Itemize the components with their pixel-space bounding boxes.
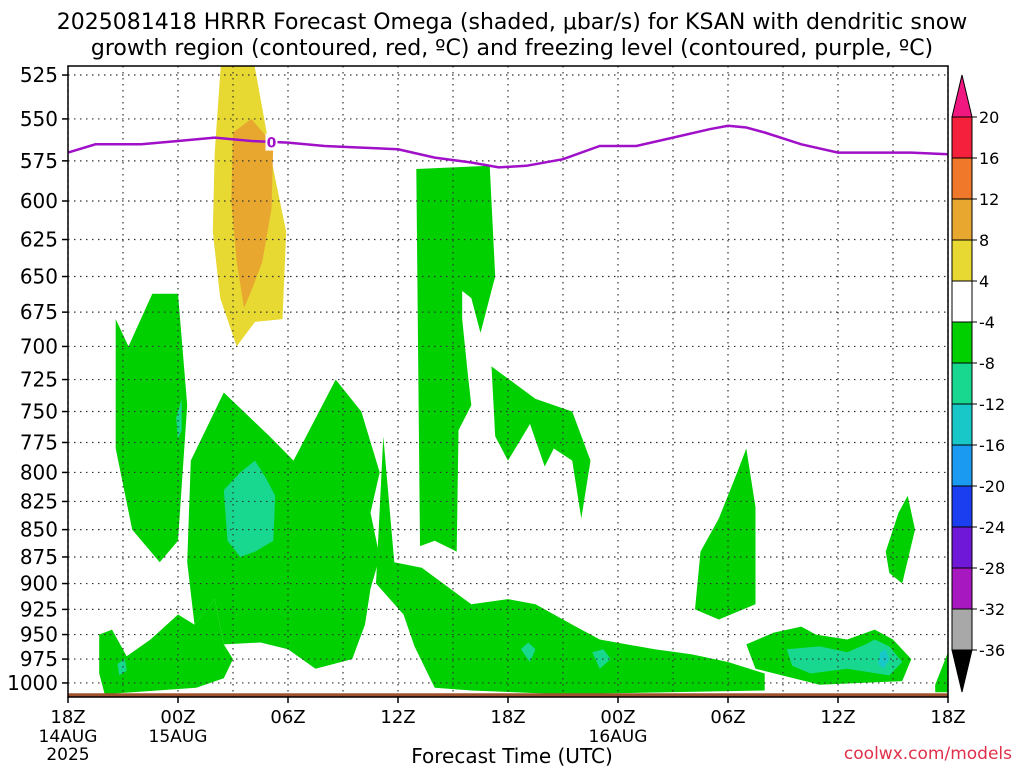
omega-region-13	[520, 642, 536, 662]
omega-region-16	[878, 649, 890, 669]
freezing-level-label: 0	[267, 136, 277, 152]
y-tick-label-975: 975	[20, 647, 58, 671]
y-tick-label-550: 550	[20, 107, 58, 131]
omega-region-9	[935, 652, 948, 693]
omega-region-3	[376, 436, 765, 695]
colorbar-bottom-arrow	[951, 649, 973, 693]
colorbar-top-arrow	[951, 74, 973, 118]
colorbar-label-8: -16	[979, 436, 1005, 455]
x-tick-label-0: 18Z	[50, 707, 85, 728]
y-tick-label-950: 950	[20, 623, 58, 647]
y-tick-label-700: 700	[20, 334, 58, 358]
x-tick-sublabel-30-0: 16AUG	[589, 727, 648, 747]
x-tick-label-18: 12Z	[380, 707, 415, 728]
y-tick-label-675: 675	[20, 300, 58, 324]
colorbar-swatch-1	[951, 157, 973, 200]
x-tick-label-36: 06Z	[710, 707, 745, 728]
colorbar-swatch-2	[951, 198, 973, 241]
y-tick-label-525: 525	[20, 63, 58, 87]
y-tick-label-575: 575	[20, 149, 58, 173]
y-tick-label-1000: 1000	[7, 671, 58, 695]
colorbar-label-10: -24	[979, 518, 1005, 537]
colorbar-swatch-6	[951, 362, 973, 405]
omega-region-18	[231, 118, 274, 308]
colorbar-swatch-12	[951, 608, 973, 651]
colorbar-swatch-0	[951, 116, 973, 159]
x-tick-label-6: 00Z	[160, 707, 195, 728]
omega-region-12	[117, 659, 127, 676]
omega-region-4	[416, 165, 496, 552]
colorbar-swatch-11	[951, 567, 973, 610]
omega-region-1	[187, 379, 380, 669]
colorbar-label-13: -36	[979, 641, 1005, 660]
x-tick-sublabel-6-0: 15AUG	[149, 727, 208, 747]
colorbar-label-12: -32	[979, 600, 1005, 619]
colorbar-swatch-5	[951, 321, 973, 364]
omega-region-11	[223, 460, 276, 557]
y-tick-label-650: 650	[20, 265, 58, 289]
y-tick-label-625: 625	[20, 228, 58, 252]
y-tick-label-850: 850	[20, 518, 58, 542]
credit-text: coolwx.com/models	[843, 744, 1012, 764]
grid-lines	[67, 66, 949, 697]
omega-region-6	[695, 448, 756, 620]
y-tick-label-775: 775	[20, 430, 58, 454]
y-tick-label-875: 875	[20, 545, 58, 569]
omega-region-15	[786, 639, 903, 676]
x-tick-sublabel-0-1: 2025	[46, 745, 89, 765]
x-tick-label-24: 18Z	[490, 707, 525, 728]
colorbar-label-3: 8	[979, 231, 989, 250]
colorbar-label-1: 16	[979, 149, 999, 168]
colorbar-label-0: 20	[979, 108, 999, 127]
colorbar-label-2: 12	[979, 190, 999, 209]
colorbar-swatch-4	[951, 280, 973, 323]
omega-region-5	[491, 366, 591, 519]
colorbar-label-5: -4	[979, 313, 995, 332]
colorbar-label-4: 4	[979, 272, 989, 291]
omega-region-8	[885, 495, 915, 584]
omega-region-2	[99, 599, 233, 695]
y-tick-label-825: 825	[20, 489, 58, 513]
colorbar-swatch-7	[951, 403, 973, 446]
y-tick-label-800: 800	[20, 460, 58, 484]
x-axis-title: Forecast Time (UTC)	[411, 744, 613, 768]
omega-region-0	[115, 293, 188, 563]
freezing-level-line	[67, 124, 949, 169]
colorbar-label-11: -28	[979, 559, 1005, 578]
colorbar-label-7: -12	[979, 395, 1005, 414]
y-tick-label-900: 900	[20, 572, 58, 596]
ground-surface	[68, 693, 948, 697]
colorbar-swatch-10	[951, 526, 973, 569]
omega-region-10	[176, 398, 182, 439]
colorbar-swatch-9	[951, 485, 973, 528]
freezing-label-bg	[265, 133, 278, 151]
colorbar-swatch-3	[951, 239, 973, 282]
x-tick-label-48: 18Z	[930, 707, 965, 728]
omega-region-14	[592, 649, 611, 669]
y-tick-label-750: 750	[20, 400, 58, 424]
x-tick-label-12: 06Z	[270, 707, 305, 728]
omega-shading	[68, 66, 948, 697]
colorbar-swatch-8	[951, 444, 973, 487]
x-tick-sublabel-0-0: 14AUG	[39, 727, 98, 747]
colorbar-label-9: -20	[979, 477, 1005, 496]
colorbar-label-6: -8	[979, 354, 995, 373]
chart-title-line1: 2025081418 HRRR Forecast Omega (shaded, …	[56, 10, 968, 35]
y-tick-label-925: 925	[20, 597, 58, 621]
x-tick-label-30: 00Z	[600, 707, 635, 728]
y-tick-label-600: 600	[20, 189, 58, 213]
y-tick-label-725: 725	[20, 368, 58, 392]
x-tick-label-42: 12Z	[820, 707, 855, 728]
chart-title-line2: growth region (contoured, red, ºC) and f…	[90, 36, 934, 61]
